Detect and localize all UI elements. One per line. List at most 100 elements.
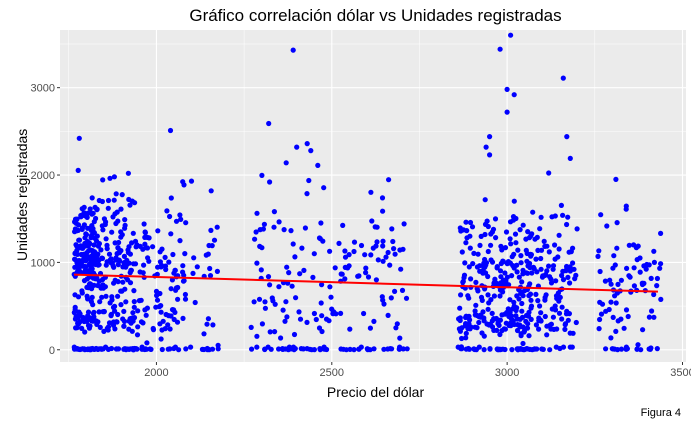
data-point xyxy=(615,347,621,353)
data-point xyxy=(523,247,529,253)
data-point xyxy=(122,222,128,228)
data-point xyxy=(180,263,186,269)
data-point xyxy=(459,249,465,255)
data-point xyxy=(115,346,122,352)
data-point xyxy=(106,251,113,257)
data-point xyxy=(537,303,543,309)
data-point xyxy=(534,269,540,275)
data-point xyxy=(326,318,332,324)
data-point xyxy=(634,346,640,352)
data-point xyxy=(472,324,478,330)
data-point xyxy=(94,275,100,281)
data-point xyxy=(76,135,82,141)
data-point xyxy=(283,299,289,305)
data-point xyxy=(126,346,133,352)
data-point xyxy=(515,247,521,253)
data-point xyxy=(651,248,657,254)
data-point xyxy=(397,335,403,341)
data-point xyxy=(94,252,100,259)
data-point xyxy=(528,297,534,303)
data-point xyxy=(488,231,494,237)
data-point xyxy=(290,47,296,53)
data-point xyxy=(524,325,531,331)
data-point xyxy=(485,306,491,312)
data-point xyxy=(641,263,647,269)
data-point xyxy=(180,269,186,275)
data-point xyxy=(113,255,119,261)
data-point xyxy=(96,309,102,315)
data-point xyxy=(144,305,150,311)
data-point xyxy=(538,214,544,220)
data-point xyxy=(315,162,321,168)
y-tick-label: 2000 xyxy=(31,170,55,182)
data-point xyxy=(159,346,165,353)
data-point xyxy=(403,295,410,301)
data-point xyxy=(570,260,576,266)
data-point xyxy=(208,188,214,194)
data-point xyxy=(110,304,117,310)
data-point xyxy=(507,297,513,303)
data-point xyxy=(560,277,567,283)
data-point xyxy=(309,347,315,353)
data-point xyxy=(623,307,630,313)
data-point xyxy=(83,231,89,237)
data-point xyxy=(520,271,526,277)
data-point xyxy=(140,270,146,276)
data-point xyxy=(598,311,605,317)
data-point xyxy=(476,344,482,350)
data-point xyxy=(651,259,658,265)
data-point xyxy=(160,318,166,324)
data-point xyxy=(276,219,282,225)
data-point xyxy=(259,172,265,178)
data-point xyxy=(553,278,559,284)
data-point xyxy=(511,321,517,328)
data-point xyxy=(155,264,161,270)
data-point xyxy=(271,209,277,215)
data-point xyxy=(389,346,395,352)
y-tick-label: 1000 xyxy=(31,257,55,269)
data-point xyxy=(91,242,97,248)
data-point xyxy=(618,316,624,322)
data-point xyxy=(388,295,394,301)
data-point xyxy=(72,229,78,235)
data-point xyxy=(564,308,570,314)
data-point xyxy=(166,259,172,265)
data-point xyxy=(511,251,517,257)
data-point xyxy=(529,270,535,276)
data-point xyxy=(112,326,118,332)
data-point xyxy=(329,306,335,312)
data-point xyxy=(99,255,106,261)
data-point xyxy=(455,344,461,350)
data-point xyxy=(134,332,141,338)
data-point xyxy=(614,220,620,226)
data-point xyxy=(157,249,163,255)
data-point xyxy=(142,229,148,235)
data-point xyxy=(458,292,464,298)
data-point xyxy=(118,229,124,235)
data-point xyxy=(108,260,114,266)
data-point xyxy=(131,347,137,353)
data-point xyxy=(267,282,273,288)
data-point xyxy=(494,264,500,270)
data-point xyxy=(478,294,485,300)
data-point xyxy=(463,346,469,352)
data-point xyxy=(154,297,161,303)
data-point xyxy=(542,313,548,320)
data-point xyxy=(477,263,483,269)
data-point xyxy=(191,255,197,261)
data-point xyxy=(390,238,396,245)
data-point xyxy=(98,247,104,253)
data-point xyxy=(367,325,373,331)
data-point xyxy=(651,291,657,298)
data-point xyxy=(190,270,196,276)
data-point xyxy=(537,226,543,232)
data-point xyxy=(82,347,88,353)
data-point xyxy=(611,253,617,259)
data-point xyxy=(171,345,177,352)
data-point xyxy=(214,224,220,230)
data-point xyxy=(89,294,95,300)
data-point xyxy=(512,231,519,237)
data-point xyxy=(533,291,539,297)
data-point xyxy=(538,266,544,272)
data-point xyxy=(261,221,267,227)
